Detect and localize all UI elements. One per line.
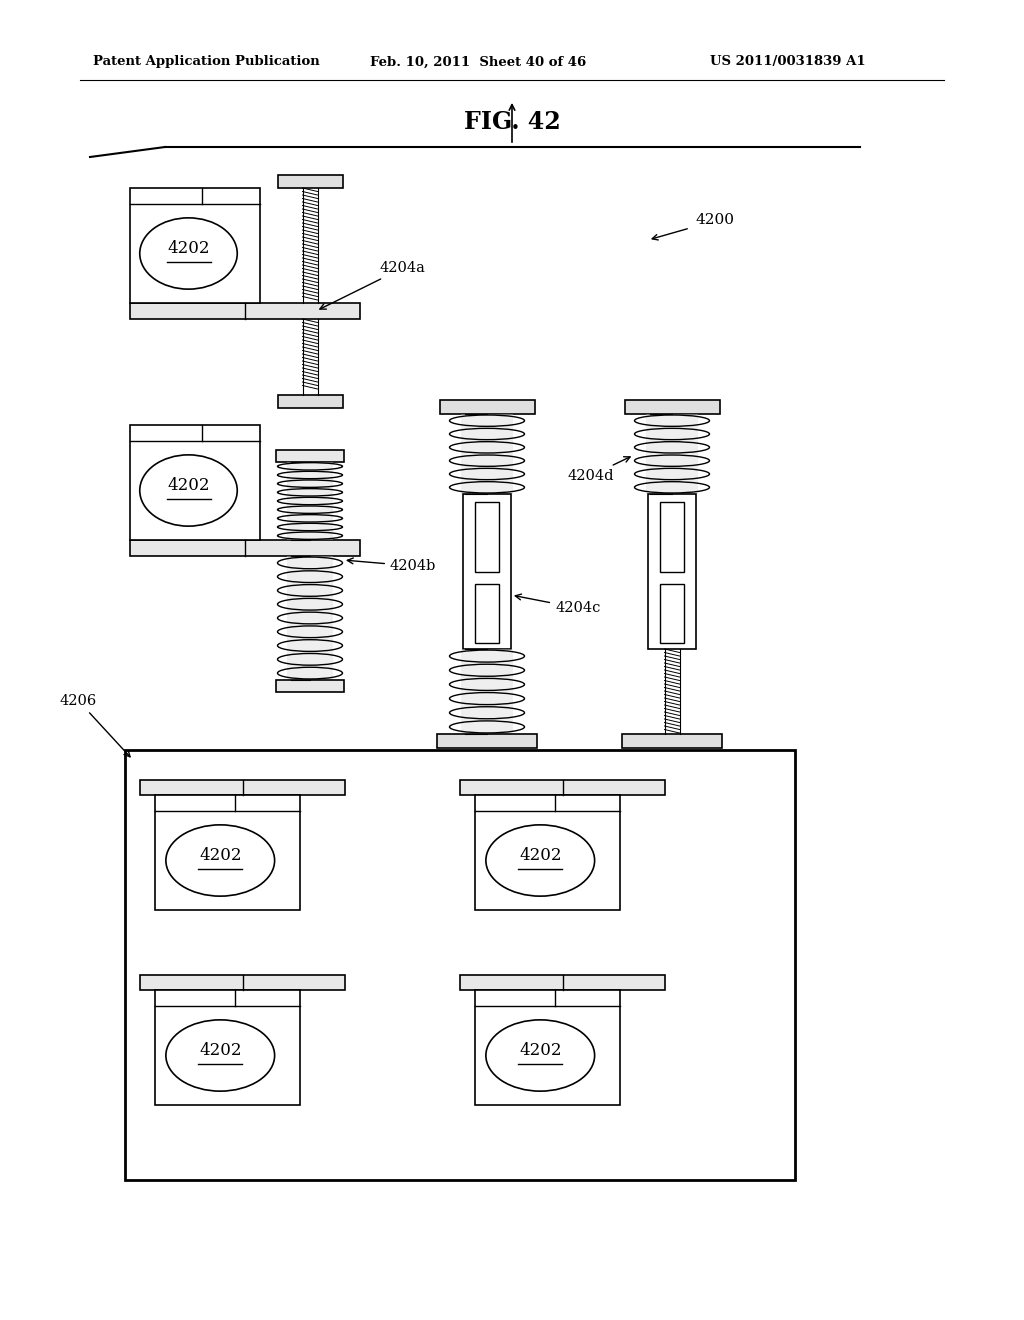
Bar xyxy=(475,795,620,909)
Bar xyxy=(660,583,684,643)
Text: 4204a: 4204a xyxy=(319,261,426,309)
Bar xyxy=(130,540,360,556)
Bar xyxy=(463,494,511,649)
Text: FIG. 42: FIG. 42 xyxy=(464,110,560,135)
Bar xyxy=(622,734,722,748)
Bar xyxy=(125,750,795,1180)
Bar xyxy=(437,734,537,748)
Bar xyxy=(288,556,333,680)
Bar xyxy=(130,187,260,304)
Bar xyxy=(660,502,684,572)
Text: 4204d: 4204d xyxy=(567,457,630,483)
Bar xyxy=(288,462,333,540)
Ellipse shape xyxy=(485,1020,595,1092)
Text: 4202: 4202 xyxy=(167,477,210,494)
Bar xyxy=(439,400,535,414)
Ellipse shape xyxy=(139,218,238,289)
Text: 4200: 4200 xyxy=(695,213,734,227)
Bar xyxy=(646,414,698,494)
Bar xyxy=(648,494,696,649)
Text: Feb. 10, 2011  Sheet 40 of 46: Feb. 10, 2011 Sheet 40 of 46 xyxy=(370,55,587,69)
Ellipse shape xyxy=(485,825,595,896)
Bar xyxy=(155,795,300,909)
Text: Patent Application Publication: Patent Application Publication xyxy=(93,55,319,69)
Text: 4202: 4202 xyxy=(199,847,242,865)
Bar xyxy=(276,450,344,462)
Bar xyxy=(130,304,360,319)
Bar xyxy=(475,990,620,1105)
Text: 4202: 4202 xyxy=(519,1041,561,1059)
Bar xyxy=(461,414,513,494)
Bar xyxy=(130,425,260,540)
Bar xyxy=(475,502,499,572)
Ellipse shape xyxy=(166,825,274,896)
Bar xyxy=(460,975,665,990)
Ellipse shape xyxy=(166,1020,274,1092)
Bar xyxy=(140,780,345,795)
Bar xyxy=(140,975,345,990)
Bar xyxy=(278,395,342,408)
Bar xyxy=(461,649,513,734)
Text: 4206: 4206 xyxy=(60,694,130,756)
Bar xyxy=(276,680,344,692)
Bar xyxy=(155,990,300,1105)
Text: US 2011/0031839 A1: US 2011/0031839 A1 xyxy=(710,55,865,69)
Text: 4204c: 4204c xyxy=(515,594,600,615)
Ellipse shape xyxy=(139,455,238,527)
Text: 4202: 4202 xyxy=(199,1041,242,1059)
Text: 4202: 4202 xyxy=(519,847,561,865)
Text: 4204b: 4204b xyxy=(347,558,436,573)
Text: 4202: 4202 xyxy=(167,240,210,257)
Bar xyxy=(460,780,665,795)
Bar xyxy=(475,583,499,643)
Bar xyxy=(625,400,720,414)
Bar xyxy=(278,176,342,187)
